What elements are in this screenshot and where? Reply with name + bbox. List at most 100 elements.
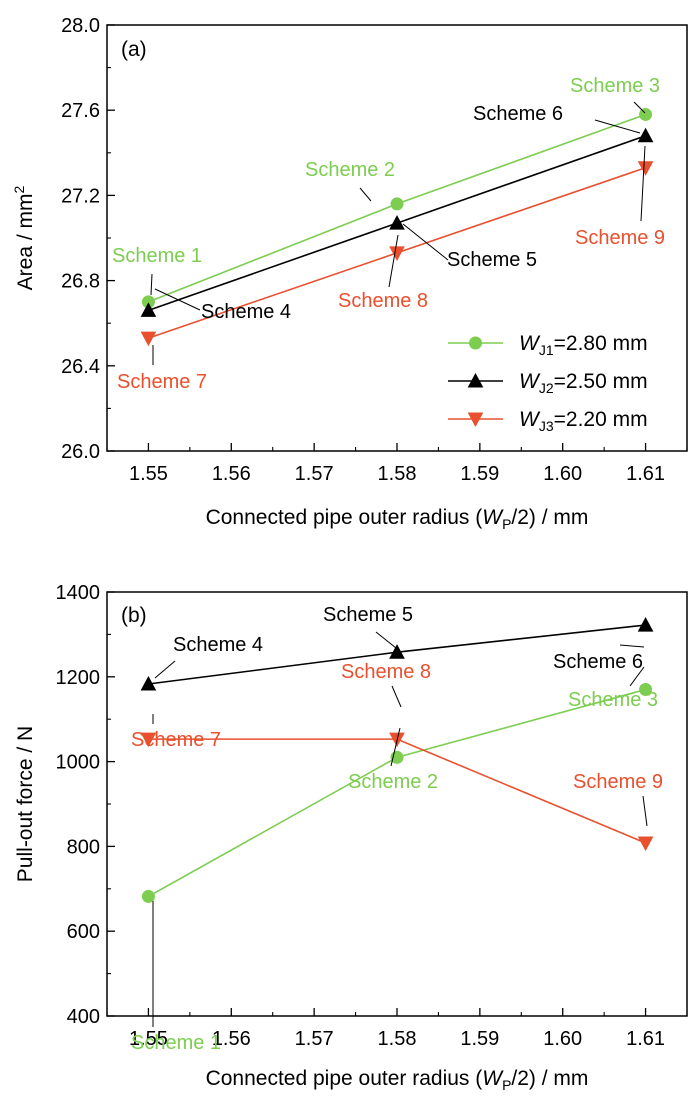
- x-axis-title-text: Connected pipe outer radius (: [206, 506, 483, 529]
- legend-value: =2.80 mm: [554, 332, 648, 355]
- legend: W J1=2.80 mm WJ2=2.50 mm WJ3=2.20 mm: [448, 332, 648, 434]
- x-axis-title: Connected pipe outer radius (WP/2) / mm: [206, 1067, 589, 1093]
- scheme-annotation: Scheme 9: [575, 145, 665, 249]
- x-tick-label: 1.55: [129, 463, 168, 485]
- x-tick-label: 1.58: [378, 463, 417, 485]
- data-point: [141, 889, 155, 903]
- scheme-annotation: Scheme 8: [338, 234, 428, 312]
- x-tick-label: 1.60: [543, 1028, 582, 1050]
- x-tick-label: 1.59: [460, 463, 499, 485]
- data-point: [140, 675, 157, 691]
- scheme-annotation: Scheme 6: [473, 103, 641, 134]
- leader-line: [642, 795, 648, 827]
- y-tick-label: 27.6: [61, 100, 100, 122]
- data-point: [140, 732, 157, 748]
- chart-panel-b: 1.55 1.56 1.57 1.58 1.59 1.60 1.61 400 600 800 100…: [14, 582, 688, 1093]
- x-tick-label: 1.60: [543, 463, 582, 485]
- legend-subscript: J1: [539, 342, 554, 358]
- leader-line: [359, 187, 372, 202]
- x-tick-label: 1.57: [295, 1028, 334, 1050]
- y-tick-label: 26.0: [61, 441, 100, 463]
- scheme-annotation: Scheme 5: [402, 223, 537, 271]
- legend-symbol: W: [519, 408, 541, 431]
- y-tick-label: 1200: [56, 667, 101, 689]
- data-point: [389, 246, 405, 261]
- series-1: [141, 683, 653, 903]
- leader-line: [402, 223, 449, 261]
- scheme-label: Scheme 9: [575, 227, 665, 249]
- scheme-label: Scheme 6: [553, 651, 643, 673]
- legend-marker: [469, 336, 482, 350]
- data-point: [637, 161, 654, 176]
- scheme-annotation: Scheme 1: [131, 901, 221, 1054]
- scheme-label: Scheme 6: [473, 103, 563, 125]
- leader-line: [640, 145, 646, 222]
- scheme-annotation: Scheme 2: [305, 159, 395, 202]
- x-axis-title-text: Connected pipe outer radius (: [206, 1067, 483, 1090]
- scheme-label: Scheme 5: [323, 604, 413, 626]
- data-point: [389, 215, 405, 230]
- legend-entry: WJ2=2.50 mm: [448, 370, 648, 396]
- leader-line: [375, 631, 397, 649]
- x-tick-label: 1.56: [212, 463, 251, 485]
- legend-marker: [467, 412, 484, 428]
- x-axis-title-symbol: W: [482, 506, 504, 529]
- scheme-annotation: Scheme 3: [568, 666, 658, 711]
- legend-label: WJ3=2.20 mm: [519, 408, 648, 434]
- scheme-annotation: Scheme 7: [131, 714, 221, 751]
- scheme-label: Scheme 7: [117, 371, 207, 393]
- series-2: [140, 127, 654, 317]
- x-tick-label: 1.61: [626, 1028, 665, 1050]
- data-point: [140, 331, 157, 347]
- scheme-annotation: Scheme 6: [553, 644, 645, 673]
- data-point: [389, 644, 405, 659]
- scheme-label: Scheme 1: [131, 1032, 221, 1054]
- series-3: [140, 161, 654, 347]
- data-point: [390, 197, 404, 211]
- leader-line: [390, 727, 401, 767]
- leader-line: [629, 666, 645, 687]
- scheme-label: Scheme 4: [173, 634, 263, 656]
- x-axis-title-subscript: P: [502, 516, 511, 532]
- y-tick-label: 800: [67, 836, 100, 858]
- x-tick-label: 1.57: [295, 463, 334, 485]
- y-tick-label: 26.8: [61, 271, 100, 293]
- x-tick-label: 1.58: [378, 1028, 417, 1050]
- leader-line: [594, 119, 641, 134]
- scheme-label: Scheme 9: [573, 771, 663, 793]
- y-tick-label: 1400: [56, 582, 101, 604]
- chart-panel-a: 1.55 1.56 1.57 1.58 1.59 1.60 1.61 26.0 26.4 26.8…: [11, 15, 688, 532]
- legend-entry: WJ3=2.20 mm: [448, 408, 648, 434]
- legend-subscript: J2: [539, 380, 554, 396]
- scheme-annotation: Scheme 9: [573, 771, 663, 827]
- scheme-label: Scheme 8: [338, 290, 428, 312]
- x-tick-label: 1.61: [626, 463, 665, 485]
- scheme-annotation: Scheme 7: [117, 345, 207, 393]
- data-point: [639, 107, 653, 121]
- series-2: [140, 617, 654, 691]
- leader-line: [388, 234, 399, 288]
- y-axis-title-superscript: 2: [11, 185, 27, 193]
- scheme-annotation: Scheme 5: [323, 604, 413, 649]
- y-tick-label: 600: [67, 921, 100, 943]
- scheme-annotation: Scheme 3: [570, 75, 660, 114]
- panel-label: (a): [121, 38, 147, 61]
- legend-value: =2.20 mm: [554, 408, 648, 431]
- scheme-annotation: Scheme 4: [154, 634, 263, 679]
- leader-line: [619, 644, 645, 648]
- y-axis-title: Area / mm2: [11, 185, 37, 290]
- data-point: [637, 836, 654, 852]
- scheme-label: Scheme 3: [570, 75, 660, 97]
- y-tick-label: 26.4: [61, 356, 100, 378]
- leader-line: [391, 685, 402, 708]
- scheme-annotation: Scheme 1: [112, 245, 202, 296]
- scheme-annotation: Scheme 2: [348, 727, 438, 793]
- y-tick-label: 1000: [56, 752, 101, 774]
- y-axis-title-text: Pull-out force / N: [14, 726, 37, 882]
- series-1: [141, 107, 653, 309]
- y-axis-title-text: Area / mm: [14, 193, 37, 290]
- leader-line: [150, 273, 153, 296]
- legend-subscript: J3: [539, 418, 554, 434]
